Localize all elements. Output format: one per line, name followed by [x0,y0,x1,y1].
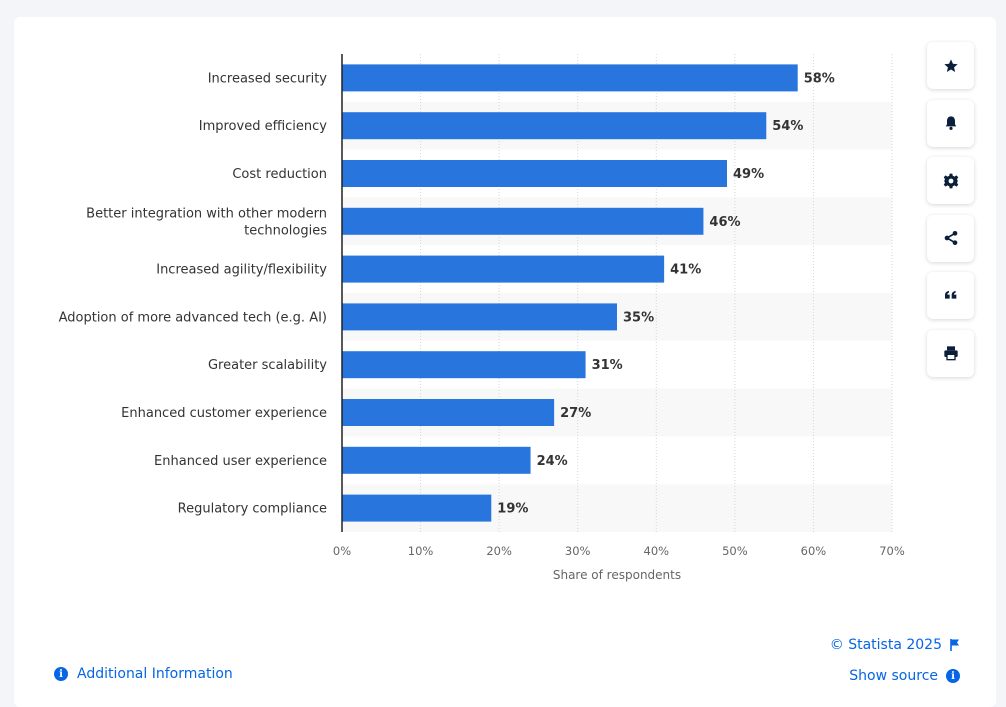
x-tick-label: 20% [486,544,512,558]
bar [342,494,492,522]
data-label: 27% [560,406,591,421]
bar [342,160,727,187]
additional-info-label: Additional Information [77,666,233,682]
show-source-label: Show source [849,668,938,684]
category-label: Adoption of more advanced tech (e.g. AI) [59,310,327,325]
flag-icon [950,639,959,651]
share-button[interactable] [927,214,974,262]
category-label: technologies [244,223,327,238]
info-icon: i [54,667,68,681]
show-source-button[interactable]: Show source i [849,668,960,684]
x-tick-label: 0% [333,544,351,558]
bar [342,303,617,331]
data-label: 31% [592,358,623,373]
print-button[interactable] [927,329,974,377]
settings-button[interactable] [927,157,974,205]
additional-info-link[interactable]: i Additional Information [54,666,233,682]
print-icon [943,346,958,361]
category-label: Regulatory compliance [178,502,327,517]
bar [342,112,767,140]
bar [342,351,586,379]
bar [342,399,555,426]
gear-icon [943,173,958,189]
category-label: Enhanced customer experience [121,406,327,421]
x-tick-label: 10% [408,544,434,558]
data-label: 41% [670,263,701,278]
side-toolbar [927,42,974,388]
x-tick-label: 50% [722,544,748,558]
favorite-button[interactable] [927,42,974,89]
x-tick-label: 60% [801,544,827,558]
info-icon: i [946,669,960,683]
bar [342,446,531,474]
data-label: 49% [733,167,764,182]
credit-label: © Statista 2025 [829,637,942,653]
bar [342,64,798,92]
bell-icon [945,116,956,131]
bar [342,255,665,283]
category-label: Greater scalability [208,358,327,373]
data-label: 24% [537,454,568,469]
category-label: Increased agility/flexibility [156,263,327,278]
share-icon [944,231,957,246]
data-label: 54% [772,119,803,134]
category-label: Better integration with other modern [86,206,327,221]
chart-card: 58% Increased security 54% Improved efficie… [14,17,996,707]
data-label: 19% [497,502,528,517]
data-label: 58% [804,71,835,86]
data-label: 46% [709,215,740,230]
statista-credit[interactable]: © Statista 2025 [830,637,960,653]
category-label: Increased security [208,71,328,86]
bar-chart: 58% Increased security 54% Improved efficie… [59,54,905,582]
star-icon [943,58,958,72]
x-tick-label: 30% [565,544,591,558]
bar [342,207,704,235]
notification-button[interactable] [927,99,974,147]
data-label: 35% [623,310,654,325]
cite-button[interactable] [927,272,974,320]
category-label: Improved efficiency [199,119,328,134]
category-label: Enhanced user experience [154,454,327,469]
x-tick-label: 70% [879,544,905,558]
x-axis-title: Share of respondents [553,568,681,582]
quote-icon [944,290,956,299]
category-label: Cost reduction [232,167,327,182]
x-tick-label: 40% [644,544,670,558]
